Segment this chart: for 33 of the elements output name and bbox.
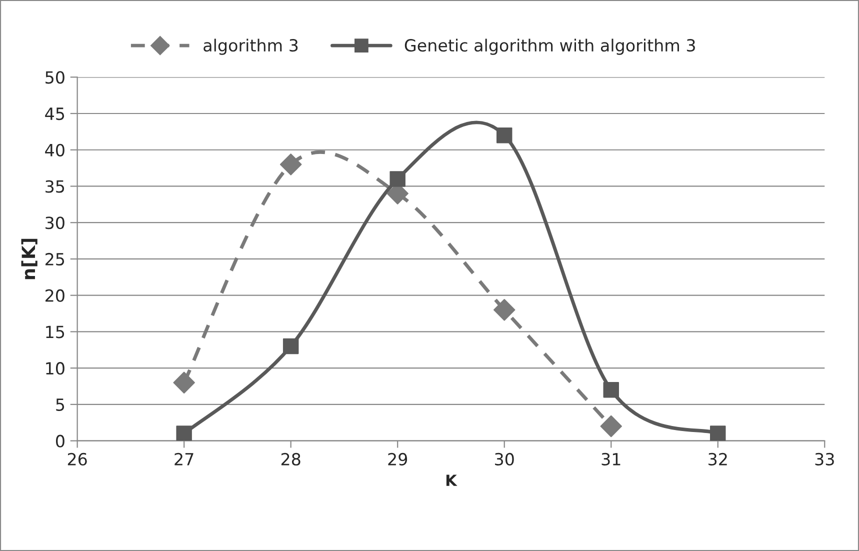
point xyxy=(603,382,619,398)
point xyxy=(493,298,516,321)
legend-label: Genetic algorithm with algorithm 3 xyxy=(404,38,695,55)
y-tick-label: 45 xyxy=(45,108,64,120)
x-tick-label: 33 xyxy=(815,452,834,466)
point xyxy=(600,415,622,438)
y-tick-label: 15 xyxy=(46,326,64,338)
y-tick-label: 0 xyxy=(56,434,64,448)
y-tick-label: 30 xyxy=(46,216,64,230)
y-axis-title: n[K] xyxy=(21,238,38,280)
point xyxy=(496,127,512,144)
point xyxy=(710,426,726,441)
x-axis-title: K xyxy=(446,474,458,486)
y-tick-label: 35 xyxy=(46,180,64,193)
x-tick-label: 27 xyxy=(174,452,194,466)
y-tick-label: 5 xyxy=(56,398,64,412)
y-tick-label: 25 xyxy=(46,252,64,266)
x-tick-label: 26 xyxy=(68,452,87,466)
y-tick-label: 20 xyxy=(46,289,64,302)
y-tick-label: 40 xyxy=(45,144,64,156)
y-tick-label: 10 xyxy=(46,362,64,375)
x-tick-label: 32 xyxy=(708,452,727,466)
point xyxy=(176,426,192,441)
x-tick-label: 29 xyxy=(388,452,408,466)
legend-label: algorithm 3 xyxy=(204,38,298,55)
x-tick-label: 30 xyxy=(495,452,514,466)
point xyxy=(390,171,406,187)
x-tick-label: 31 xyxy=(602,452,620,466)
point xyxy=(280,154,302,176)
point xyxy=(282,338,299,354)
point xyxy=(173,372,195,394)
y-tick-label: 50 xyxy=(46,71,64,84)
x-tick-label: 28 xyxy=(281,452,300,466)
